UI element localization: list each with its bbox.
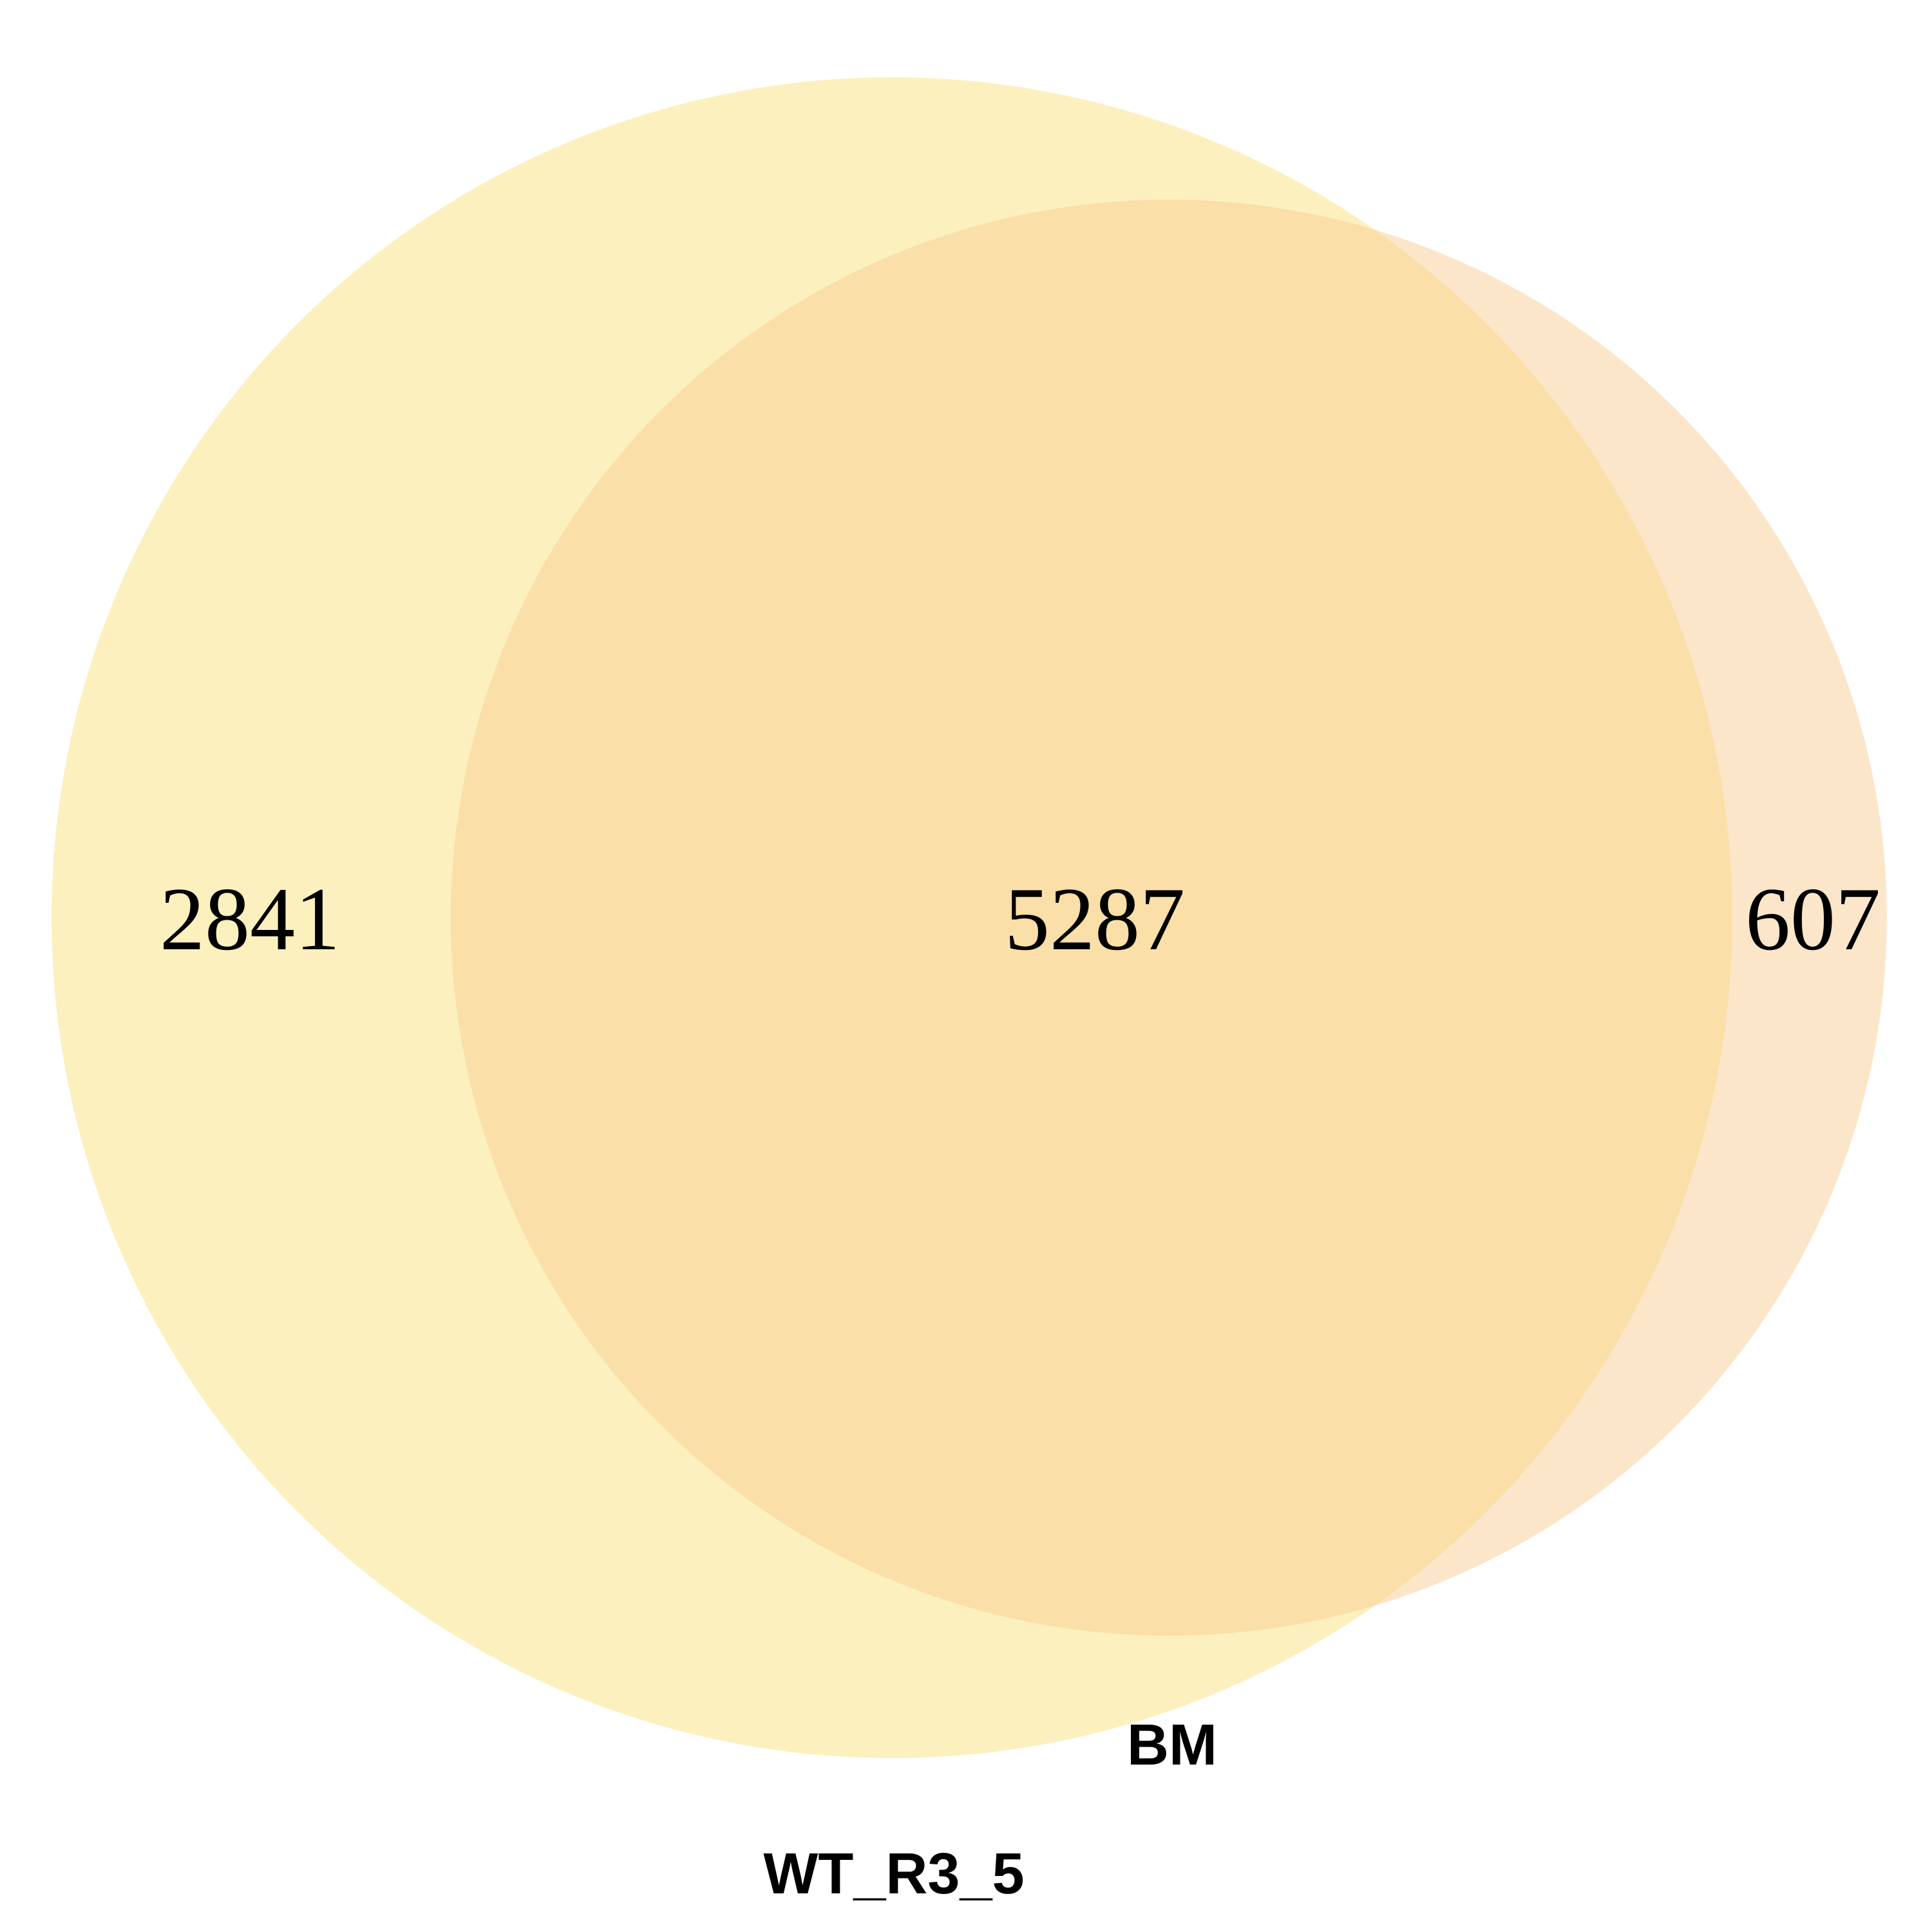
set-label-bm: BM (1127, 1713, 1217, 1777)
set-label-wt-r3-5: WT_R3_5 (763, 1842, 1024, 1906)
count-only-bm: 607 (1745, 869, 1880, 969)
count-intersection: 5287 (1005, 869, 1185, 969)
intersection-region (451, 200, 1732, 1636)
count-only-wt: 2841 (160, 869, 340, 969)
